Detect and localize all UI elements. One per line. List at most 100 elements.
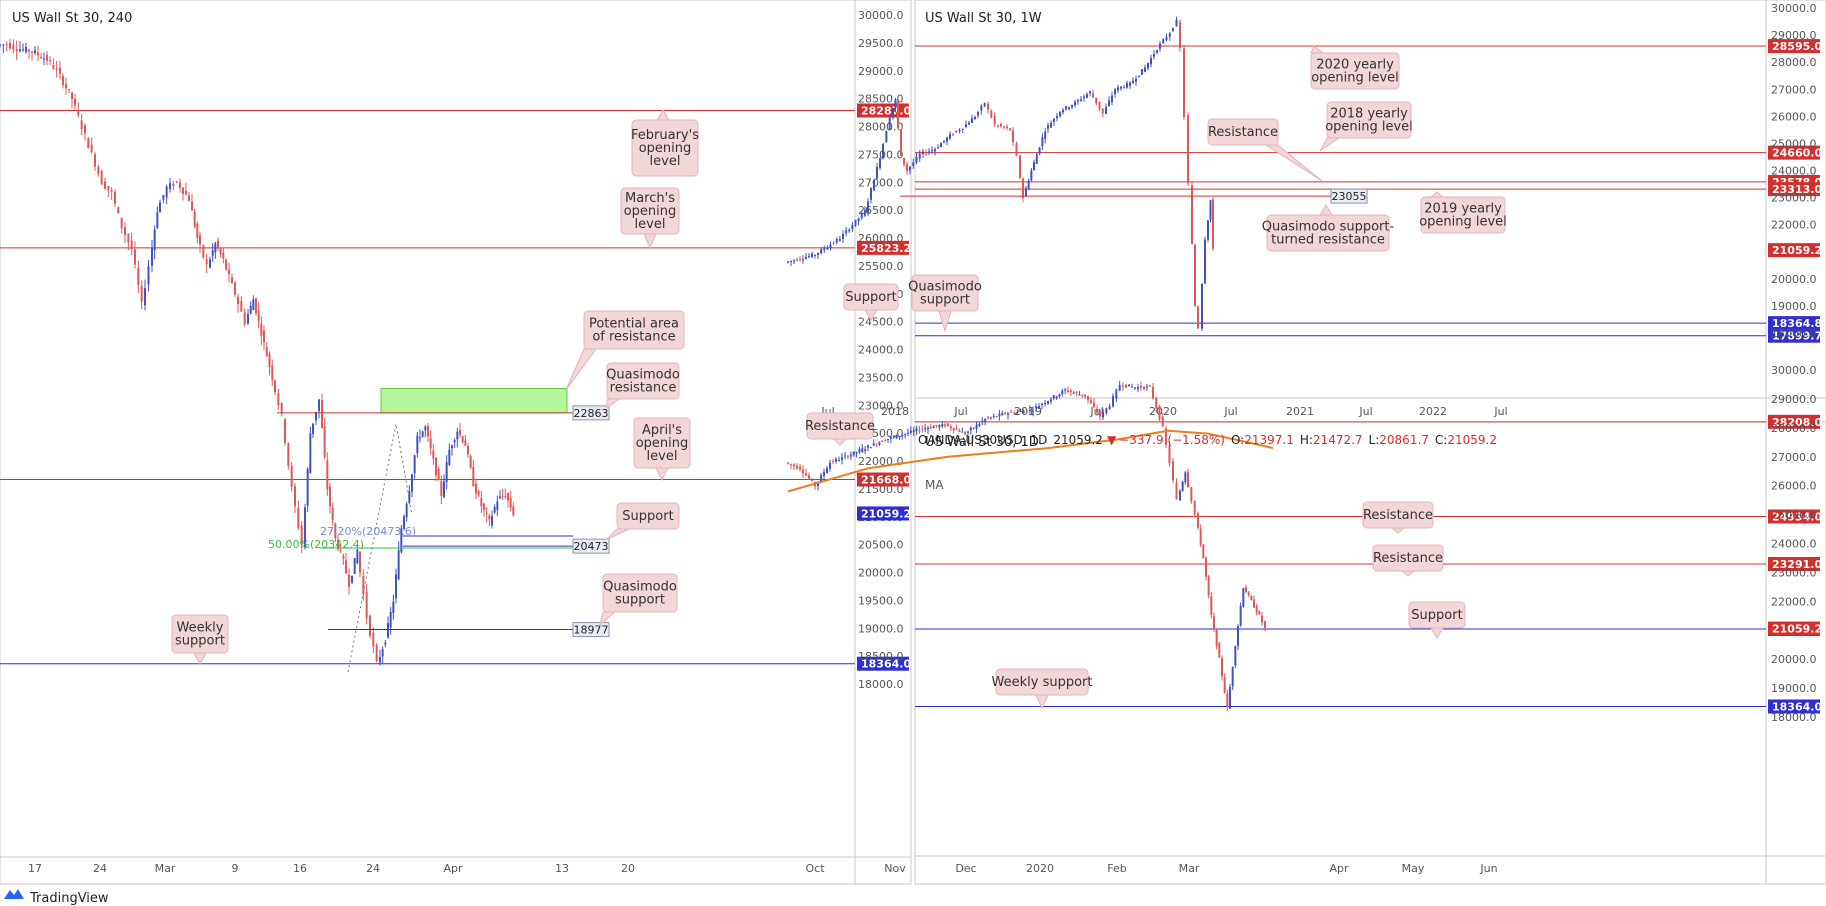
- w1-chart[interactable]: 28595.024660.023578.023313.018364.817899…: [787, 2, 1822, 418]
- d1-y-tick-3: 27000.0: [1771, 451, 1817, 464]
- h4-last-price-text: 21059.2: [861, 507, 911, 520]
- d1-candle-body: [1041, 403, 1043, 405]
- h4-chart[interactable]: 28287.0 25823.2 21668.0 18364.0 27.20%(20473…: [0, 9, 911, 875]
- d1-annotation-1[interactable]: Resistance: [1362, 501, 1434, 534]
- d1-candle-body: [1140, 385, 1142, 389]
- d1-candle-body: [852, 451, 855, 456]
- w1-candle-body: [805, 257, 807, 259]
- w1-price-box-bg: [1330, 188, 1368, 204]
- h4-candle-body: [331, 507, 334, 521]
- h4-candle-body: [80, 120, 83, 129]
- h4-candle-body: [437, 468, 440, 481]
- w1-annotation-5[interactable]: Support: [843, 283, 899, 321]
- tradingview-logo-icon: [4, 889, 24, 899]
- d1-candle-body: [884, 440, 887, 442]
- w1-x-tick-8: Jul: [1358, 405, 1372, 418]
- w1-candle-body: [937, 147, 939, 149]
- d1-candle-body: [887, 438, 889, 440]
- h4-price-box-bg: [572, 622, 610, 638]
- w1-candle-body: [823, 248, 826, 251]
- w1-candle-body: [1179, 22, 1181, 48]
- w1-candle-body: [873, 180, 875, 191]
- h4-price-box-2[interactable]: 18977: [572, 622, 610, 638]
- h4-annotation-text: March's: [625, 191, 675, 206]
- h4-candle-body: [100, 171, 103, 185]
- d1-level-label-0[interactable]: 28208.0: [1768, 414, 1822, 429]
- w1-candle-body: [1089, 91, 1091, 94]
- d1-level-label-1[interactable]: 24934.0: [1768, 509, 1822, 524]
- d1-candle-body: [1072, 392, 1075, 394]
- w1-candle-body: [1132, 80, 1134, 84]
- h4-candle-body: [345, 560, 347, 574]
- h4-candle-body: [348, 574, 350, 587]
- d1-annotation-4[interactable]: Weekly support: [992, 668, 1093, 710]
- h4-annotation-text: support: [615, 593, 665, 608]
- w1-level-label-5[interactable]: 17899.7: [1768, 328, 1822, 343]
- h4-level-label-2[interactable]: 21668.0: [857, 472, 911, 487]
- h4-last-price[interactable]: 21059.2: [857, 506, 911, 521]
- w1-level-label-0[interactable]: 28595.0: [1768, 39, 1822, 54]
- w1-candle-body: [900, 129, 902, 156]
- w1-level-label-3[interactable]: 23313.0: [1768, 182, 1822, 197]
- h4-annotation-box: [616, 502, 680, 530]
- h4-price-box-0[interactable]: 22863: [572, 405, 610, 421]
- h4-y-tick-20: 20000.0: [858, 567, 904, 580]
- d1-candle-body: [1231, 667, 1234, 687]
- d1-last-price-bg: [1768, 621, 1820, 636]
- d1-last-price[interactable]: 21059.2: [1768, 621, 1822, 636]
- w1-candle-body: [922, 151, 924, 155]
- d1-candle-body: [872, 443, 875, 446]
- w1-last-price[interactable]: 21059.2: [1768, 243, 1822, 258]
- h4-resistance-zone[interactable]: [380, 388, 568, 414]
- h4-candle-body: [182, 187, 184, 194]
- w1-annotation-1[interactable]: Resistance: [1207, 118, 1323, 182]
- w1-annotation-text: Quasimodo: [908, 280, 982, 295]
- h4-annotation-5[interactable]: Support: [605, 502, 680, 541]
- d1-candle-body: [1004, 412, 1007, 414]
- h4-candle-body: [175, 181, 178, 183]
- w1-price-box-0[interactable]: 23055: [1330, 188, 1368, 204]
- d1-level-label-2[interactable]: 23291.0: [1768, 557, 1822, 572]
- w1-level-label-1[interactable]: 24660.0: [1768, 145, 1822, 160]
- d1-annotation-3[interactable]: Support: [1408, 601, 1466, 639]
- d1-candle-body: [864, 449, 867, 451]
- d1-candle-body: [1032, 410, 1034, 412]
- h4-level-label-1[interactable]: 25823.2: [857, 240, 911, 255]
- d1-candle-body: [989, 417, 992, 419]
- h4-candle-body: [315, 412, 317, 421]
- w1-annotation-4[interactable]: Quasimodo support-turned resistance: [1262, 204, 1395, 252]
- w1-candle-body: [974, 117, 976, 119]
- d1-candle-body: [1064, 389, 1067, 391]
- h4-candle-body: [359, 551, 361, 573]
- h4-candle-body: [453, 440, 456, 443]
- d1-annotation-0[interactable]: Resistance: [805, 412, 875, 446]
- h4-level-label-3[interactable]: 18364.0: [857, 656, 911, 671]
- d1-candle-body: [924, 428, 927, 430]
- h4-candle-body: [507, 493, 509, 501]
- h4-candle-body: [339, 549, 342, 551]
- d1-level-label-4[interactable]: 18364.0: [1768, 699, 1822, 714]
- d1-annotation-2[interactable]: Resistance: [1372, 544, 1444, 577]
- h4-candle-body: [496, 501, 499, 510]
- w1-level-label-4[interactable]: 18364.8: [1768, 316, 1822, 331]
- d1-chart[interactable]: 28208.024934.023291.021045.018364.030000…: [787, 364, 1822, 875]
- d1-candle-body: [1087, 396, 1089, 400]
- d1-candle-body: [941, 423, 944, 427]
- h4-y-tick-7: 26500.0: [858, 204, 904, 217]
- h4-price-box-1[interactable]: 20473: [572, 538, 610, 554]
- w1-price-box-text: 23055: [1332, 190, 1367, 203]
- tradingview-logo[interactable]: TradingView: [4, 889, 109, 906]
- h4-candle-body: [40, 57, 42, 59]
- d1-candle-body: [844, 455, 846, 457]
